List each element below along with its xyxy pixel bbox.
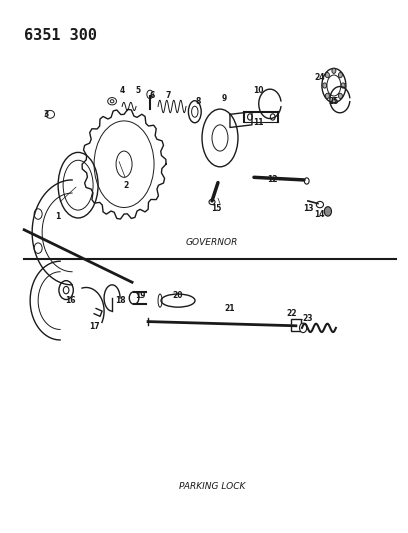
- Circle shape: [341, 83, 345, 88]
- Circle shape: [338, 93, 342, 99]
- Circle shape: [324, 207, 331, 216]
- Text: 22: 22: [287, 309, 297, 318]
- Circle shape: [271, 114, 275, 120]
- Text: 18: 18: [115, 296, 125, 305]
- Text: 21: 21: [225, 304, 235, 313]
- Text: 23: 23: [303, 314, 313, 324]
- Circle shape: [248, 114, 253, 120]
- Circle shape: [304, 178, 309, 184]
- Text: 15: 15: [211, 204, 221, 213]
- Text: 13: 13: [303, 204, 313, 213]
- Text: 11: 11: [253, 118, 263, 127]
- Circle shape: [63, 286, 69, 294]
- Circle shape: [323, 83, 327, 88]
- Text: 12: 12: [267, 175, 277, 184]
- Text: 16: 16: [65, 296, 75, 305]
- Text: 25: 25: [329, 96, 339, 106]
- Circle shape: [129, 292, 139, 304]
- Circle shape: [299, 323, 307, 333]
- Circle shape: [332, 68, 336, 74]
- Text: 24: 24: [315, 73, 325, 82]
- Text: 14: 14: [315, 209, 325, 219]
- Text: GOVERNOR: GOVERNOR: [186, 238, 238, 247]
- Circle shape: [34, 209, 42, 219]
- Text: 2: 2: [124, 181, 129, 190]
- Circle shape: [332, 98, 336, 103]
- Text: 9: 9: [222, 94, 226, 103]
- Text: PARKING LOCK: PARKING LOCK: [179, 482, 245, 491]
- Circle shape: [34, 243, 42, 253]
- Circle shape: [326, 72, 329, 78]
- Text: 17: 17: [89, 322, 100, 332]
- Text: 6351 300: 6351 300: [24, 28, 97, 43]
- Circle shape: [59, 281, 73, 300]
- Text: 4: 4: [120, 86, 125, 95]
- Circle shape: [338, 72, 342, 78]
- Text: 8: 8: [195, 96, 201, 106]
- Text: 1: 1: [55, 212, 61, 221]
- Text: 20: 20: [173, 291, 183, 300]
- Text: 7: 7: [165, 92, 171, 101]
- Circle shape: [147, 90, 153, 99]
- Circle shape: [326, 93, 329, 99]
- Text: 6: 6: [149, 92, 155, 101]
- Bar: [291, 319, 301, 331]
- Text: 19: 19: [135, 291, 145, 300]
- Text: 5: 5: [135, 86, 141, 95]
- Text: 10: 10: [253, 86, 263, 95]
- Text: 3: 3: [44, 110, 49, 119]
